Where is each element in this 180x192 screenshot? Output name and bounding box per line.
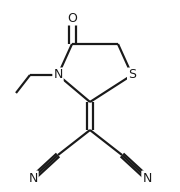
Text: O: O: [67, 12, 77, 25]
Text: S: S: [128, 69, 136, 81]
Text: N: N: [28, 171, 38, 185]
Text: N: N: [53, 69, 63, 81]
Text: N: N: [142, 171, 152, 185]
